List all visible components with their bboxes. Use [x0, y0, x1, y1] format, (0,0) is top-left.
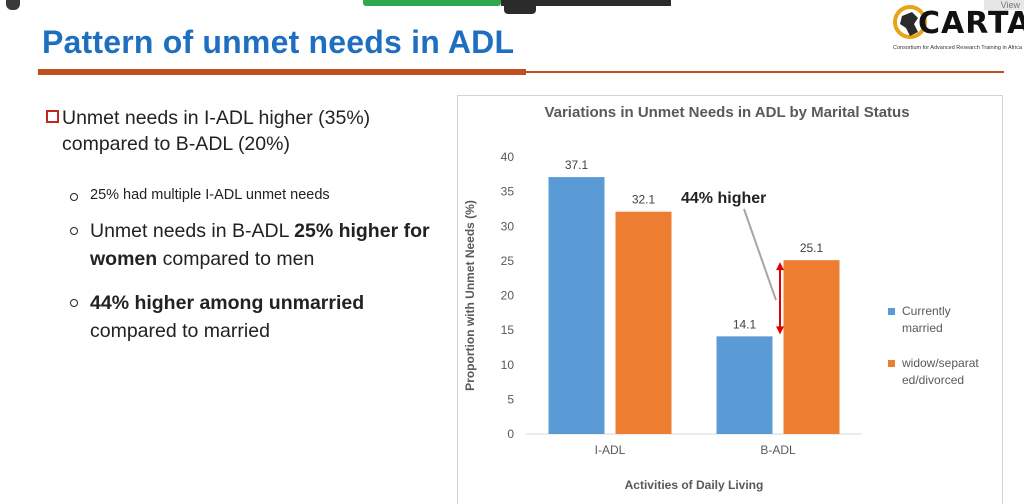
sub-bullet-1: 25% had multiple I-ADL unmet needs — [68, 187, 446, 203]
x-tick-label: I-ADL — [595, 443, 626, 457]
sub-bullet-2-text-bold: 25% higher for women — [90, 220, 430, 270]
y-tick-label: 35 — [501, 185, 515, 199]
chart-frame — [457, 95, 1003, 504]
y-tick-label: 10 — [501, 358, 515, 372]
legend-swatch — [888, 360, 895, 367]
sub-bullet-3-text-post: compared to married — [90, 320, 270, 342]
circle-bullet-icon — [70, 227, 78, 235]
view-button[interactable]: View — [984, 0, 1024, 10]
checkbox-bullet-icon — [46, 110, 59, 123]
legend-label: widow/separat — [901, 356, 979, 370]
title-rule-thin — [526, 71, 1004, 73]
main-bullet: Unmet needs in I-ADL higher (35%) compar… — [46, 105, 446, 157]
arrow-head-up — [776, 262, 784, 271]
legend-swatch — [888, 308, 895, 315]
data-label: 25.1 — [800, 241, 824, 255]
annotation-pointer — [743, 208, 777, 301]
sub-bullet-1-text: 25% had multiple I-ADL unmet needs — [90, 187, 330, 203]
arrow-head-down — [776, 326, 784, 335]
data-label: 14.1 — [733, 317, 757, 331]
glasses-icon[interactable] — [504, 0, 536, 14]
bar-i-adl-series-2 — [615, 211, 672, 434]
sub-bullet-2: Unmet needs in B-ADL 25% higher for wome… — [68, 217, 446, 273]
title-underline — [38, 69, 526, 75]
x-axis-label: Activities of Daily Living — [625, 478, 764, 492]
x-tick-label: B-ADL — [760, 443, 796, 457]
share-status-bar[interactable] — [363, 0, 501, 6]
y-tick-label: 15 — [501, 323, 515, 337]
slide-title: Pattern of unmet needs in ADL — [42, 24, 515, 60]
y-tick-label: 0 — [507, 427, 514, 441]
y-tick-label: 30 — [501, 219, 515, 233]
y-tick-label: 5 — [507, 392, 514, 406]
meeting-controls-bar[interactable] — [501, 0, 671, 6]
annotation-text: 44% higher — [681, 190, 766, 207]
y-tick-label: 20 — [501, 289, 515, 303]
main-bullet-text: Unmet needs in I-ADL higher (35%) compar… — [62, 107, 371, 155]
y-axis-label: Proportion with Unmet Needs (%) — [463, 200, 477, 391]
legend-label: married — [902, 321, 943, 335]
bar-b-adl-series-2 — [783, 260, 840, 434]
sub-bullet-2-text-post: compared to men — [157, 248, 315, 270]
circle-bullet-icon — [70, 299, 78, 307]
logo-subtitle: Consortium for Advanced Research Trainin… — [893, 45, 1023, 51]
sub-bullet-2-text-pre: Unmet needs in B-ADL — [90, 220, 295, 242]
circle-bullet-icon — [70, 193, 78, 201]
data-label: 37.1 — [565, 158, 589, 172]
logo-text: CARTA — [918, 6, 1024, 41]
sub-bullet-3-text-bold: 44% higher among unmarried — [90, 292, 365, 314]
y-tick-label: 40 — [501, 150, 515, 164]
legend-label: ed/divorced — [902, 373, 964, 387]
sub-bullet-3: 44% higher among unmarried compared to m… — [68, 289, 446, 345]
bar-i-adl-series-1 — [548, 177, 605, 434]
bar-chart: Variations in Unmet Needs in ADL by Mari… — [463, 104, 979, 492]
legend-label: Currently — [902, 304, 951, 318]
data-label: 32.1 — [632, 193, 656, 207]
chart-title: Variations in Unmet Needs in ADL by Mari… — [544, 104, 909, 121]
africa-logo-icon — [893, 5, 927, 39]
bar-b-adl-series-1 — [716, 336, 773, 434]
shield-icon — [6, 0, 20, 10]
bullet-list: Unmet needs in I-ADL higher (35%) compar… — [46, 105, 446, 345]
y-tick-label: 25 — [501, 254, 515, 268]
